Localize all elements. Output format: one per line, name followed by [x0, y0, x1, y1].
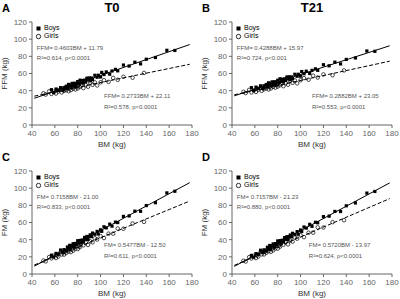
html-text:R²=0.624, p<0.0001: R²=0.624, p<0.0001 [308, 252, 363, 259]
svg-text:120: 120 [117, 129, 131, 138]
svg-text:80: 80 [218, 52, 227, 61]
svg-text:BM (kg): BM (kg) [98, 140, 126, 149]
svg-text:160: 160 [162, 278, 176, 287]
html-text:FM= 0.7158BM - 21.00: FM= 0.7158BM - 21.00 [36, 193, 99, 200]
svg-text:0: 0 [23, 121, 28, 130]
svg-text:20: 20 [218, 104, 227, 113]
html-text:R²=0.553, p<0.0001: R²=0.553, p<0.0001 [312, 103, 366, 110]
html-text:Boys: Boys [44, 173, 60, 180]
svg-text:60: 60 [18, 69, 27, 78]
svg-text:80: 80 [73, 278, 82, 287]
svg-text:40: 40 [218, 87, 227, 96]
svg-text:20: 20 [18, 104, 27, 113]
svg-text:120: 120 [317, 278, 331, 287]
html-text:FM= 0.5720BM - 13.97: FM= 0.5720BM - 13.97 [308, 242, 371, 249]
svg-text:180: 180 [385, 278, 392, 287]
svg-text:BM (kg): BM (kg) [298, 289, 326, 298]
svg-text:100: 100 [14, 35, 28, 44]
svg-text:60: 60 [50, 129, 59, 138]
svg-text:40: 40 [228, 129, 237, 138]
svg-text:20: 20 [218, 253, 227, 262]
svg-text:80: 80 [273, 129, 282, 138]
svg-text:60: 60 [250, 129, 259, 138]
svg-text:140: 140 [340, 278, 354, 287]
html-text:R²=0.578, p<0.0001: R²=0.578, p<0.0001 [104, 103, 158, 110]
html-text:A: A [2, 2, 10, 14]
html-text:T21: T21 [300, 0, 324, 15]
svg-text:60: 60 [218, 218, 227, 227]
svg-text:160: 160 [362, 278, 376, 287]
html-text:FFM= 0.2882BM + 23.05: FFM= 0.2882BM + 23.05 [312, 93, 379, 100]
svg-text:120: 120 [14, 167, 28, 176]
svg-text:40: 40 [218, 236, 227, 245]
html-text:FFM= 0.4288BM + 15.97: FFM= 0.4288BM + 15.97 [236, 44, 304, 51]
html-text:R²=0.724, p<0.001: R²=0.724, p<0.001 [236, 55, 287, 62]
svg-text:80: 80 [18, 52, 27, 61]
html-text:FFM= 0.2733BM + 22.11: FFM= 0.2733BM + 22.11 [104, 93, 171, 100]
svg-text:FFM (kg): FFM (kg) [8, 57, 9, 90]
html-text:Boys: Boys [244, 24, 260, 31]
svg-text:100: 100 [294, 278, 308, 287]
svg-text:BM (kg): BM (kg) [298, 140, 326, 149]
svg-text:20: 20 [18, 253, 27, 262]
svg-text:100: 100 [94, 278, 108, 287]
svg-text:120: 120 [214, 167, 228, 176]
svg-text:40: 40 [28, 278, 37, 287]
svg-text:140: 140 [340, 129, 354, 138]
svg-text:40: 40 [28, 129, 37, 138]
html-text:C: C [2, 151, 10, 163]
svg-text:180: 180 [185, 129, 199, 138]
svg-text:FM (kg): FM (kg) [200, 208, 209, 236]
svg-text:160: 160 [162, 129, 176, 138]
svg-text:160: 160 [362, 129, 376, 138]
svg-text:140: 140 [140, 129, 154, 138]
html-text:B: B [202, 2, 210, 14]
html-text:R²=0.833, p<0.0001: R²=0.833, p<0.0001 [36, 204, 91, 211]
svg-text:100: 100 [294, 129, 308, 138]
html-text:Girls: Girls [244, 32, 259, 39]
svg-text:100: 100 [94, 129, 108, 138]
svg-text:140: 140 [140, 278, 154, 287]
svg-text:80: 80 [273, 278, 282, 287]
html-text:Girls: Girls [44, 181, 59, 188]
html-text:Boys: Boys [244, 173, 260, 180]
svg-text:40: 40 [18, 87, 27, 96]
html-text:FM= 0.7157BM - 21.23: FM= 0.7157BM - 21.23 [236, 193, 299, 200]
svg-text:80: 80 [73, 129, 82, 138]
svg-text:100: 100 [214, 35, 228, 44]
svg-text:0: 0 [23, 270, 28, 279]
svg-text:BM (kg): BM (kg) [98, 289, 126, 298]
svg-text:80: 80 [218, 201, 227, 210]
svg-text:60: 60 [18, 218, 27, 227]
html-text:R²=0.611, p<0.0001: R²=0.611, p<0.0001 [104, 252, 157, 259]
html-text:Boys: Boys [44, 24, 60, 31]
svg-text:0: 0 [223, 270, 228, 279]
html-text:Girls: Girls [244, 181, 259, 188]
html-text:R²=0.614, p<0.0001: R²=0.614, p<0.0001 [36, 55, 91, 62]
svg-text:0: 0 [223, 121, 228, 130]
svg-text:FFM (kg): FFM (kg) [200, 57, 209, 90]
svg-text:60: 60 [218, 69, 227, 78]
svg-text:180: 180 [185, 278, 199, 287]
svg-text:180: 180 [385, 129, 392, 138]
svg-text:60: 60 [50, 278, 59, 287]
html-text:R²=0.880, p<0.0001: R²=0.880, p<0.0001 [236, 204, 291, 211]
svg-text:40: 40 [18, 236, 27, 245]
svg-text:FM (kg): FM (kg) [8, 208, 9, 236]
html-text:D: D [202, 151, 210, 163]
svg-text:120: 120 [214, 18, 228, 27]
svg-text:120: 120 [317, 129, 331, 138]
html-text:Girls: Girls [44, 32, 59, 39]
svg-text:120: 120 [117, 278, 131, 287]
svg-text:60: 60 [250, 278, 259, 287]
svg-text:100: 100 [214, 184, 228, 193]
svg-text:80: 80 [18, 201, 27, 210]
html-text:T0: T0 [104, 0, 120, 15]
html-text:FFM= 0.4603BM + 11.79: FFM= 0.4603BM + 11.79 [36, 44, 104, 51]
svg-text:120: 120 [14, 18, 28, 27]
svg-text:100: 100 [14, 184, 28, 193]
html-text:FM= 0.5477BM - 12.50: FM= 0.5477BM - 12.50 [104, 242, 166, 249]
svg-text:40: 40 [228, 278, 237, 287]
